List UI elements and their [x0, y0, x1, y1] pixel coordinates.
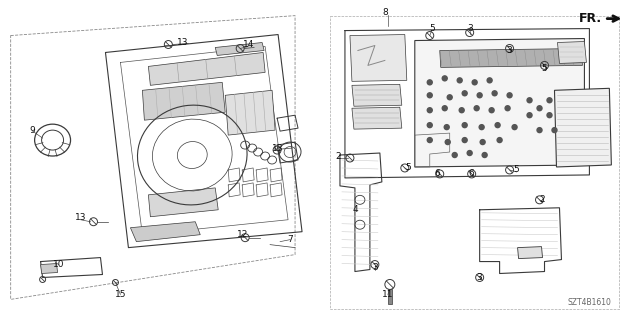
Circle shape	[492, 91, 497, 96]
Polygon shape	[40, 264, 58, 274]
Polygon shape	[131, 222, 200, 242]
Text: 13: 13	[273, 144, 284, 153]
Polygon shape	[440, 49, 582, 68]
Text: 7: 7	[287, 235, 293, 244]
Text: 5: 5	[405, 164, 411, 172]
Circle shape	[512, 125, 517, 130]
Circle shape	[527, 113, 532, 118]
Circle shape	[505, 106, 510, 111]
Text: 3: 3	[372, 263, 378, 272]
Circle shape	[428, 108, 432, 113]
Circle shape	[474, 106, 479, 111]
Circle shape	[482, 153, 487, 157]
Circle shape	[479, 125, 484, 130]
Polygon shape	[557, 42, 586, 63]
Circle shape	[480, 140, 485, 145]
Circle shape	[459, 108, 464, 113]
Circle shape	[552, 128, 557, 132]
Polygon shape	[518, 247, 543, 259]
Text: 6: 6	[468, 169, 474, 179]
Circle shape	[507, 93, 512, 98]
Text: 2: 2	[335, 151, 340, 161]
Circle shape	[537, 106, 542, 111]
Circle shape	[537, 128, 542, 132]
Text: 14: 14	[243, 40, 254, 49]
Polygon shape	[415, 38, 584, 167]
Circle shape	[477, 93, 482, 98]
Text: 9: 9	[29, 126, 35, 135]
Polygon shape	[225, 90, 275, 135]
Text: 10: 10	[53, 260, 64, 269]
Polygon shape	[148, 52, 265, 85]
Circle shape	[547, 98, 552, 103]
Text: 11: 11	[382, 290, 394, 299]
Circle shape	[445, 140, 450, 145]
Polygon shape	[148, 188, 218, 217]
Polygon shape	[352, 107, 402, 129]
Text: 4: 4	[352, 205, 358, 214]
Text: 5: 5	[514, 165, 520, 174]
Polygon shape	[142, 82, 225, 120]
Circle shape	[547, 113, 552, 118]
Text: 8: 8	[382, 8, 388, 17]
Text: 13: 13	[75, 213, 86, 222]
Circle shape	[495, 123, 500, 128]
Text: 5: 5	[429, 24, 435, 33]
Circle shape	[457, 78, 462, 83]
Polygon shape	[215, 43, 264, 55]
Circle shape	[472, 80, 477, 85]
Text: SZT4B1610: SZT4B1610	[568, 298, 611, 307]
Circle shape	[428, 123, 432, 128]
Circle shape	[452, 153, 457, 157]
Circle shape	[428, 80, 432, 85]
Text: 13: 13	[177, 38, 188, 47]
Circle shape	[442, 76, 447, 81]
Circle shape	[428, 138, 432, 143]
Polygon shape	[388, 289, 392, 304]
Circle shape	[462, 123, 467, 128]
Text: 3: 3	[477, 273, 483, 282]
Circle shape	[487, 78, 492, 83]
Circle shape	[462, 138, 467, 143]
Polygon shape	[350, 35, 407, 81]
Text: 5: 5	[541, 64, 547, 73]
Circle shape	[442, 106, 447, 111]
Circle shape	[527, 98, 532, 103]
Circle shape	[497, 138, 502, 143]
Text: FR.: FR.	[579, 12, 602, 25]
Text: 6: 6	[435, 169, 440, 179]
Text: 2: 2	[540, 195, 545, 204]
Text: 15: 15	[115, 290, 126, 299]
Text: 3: 3	[507, 46, 513, 55]
Text: 3: 3	[467, 24, 472, 33]
Circle shape	[447, 95, 452, 100]
Text: 12: 12	[237, 230, 248, 239]
Polygon shape	[554, 88, 611, 167]
Circle shape	[444, 125, 449, 130]
Circle shape	[489, 108, 494, 113]
Circle shape	[428, 93, 432, 98]
Circle shape	[462, 91, 467, 96]
Polygon shape	[352, 84, 402, 106]
Circle shape	[467, 150, 472, 156]
